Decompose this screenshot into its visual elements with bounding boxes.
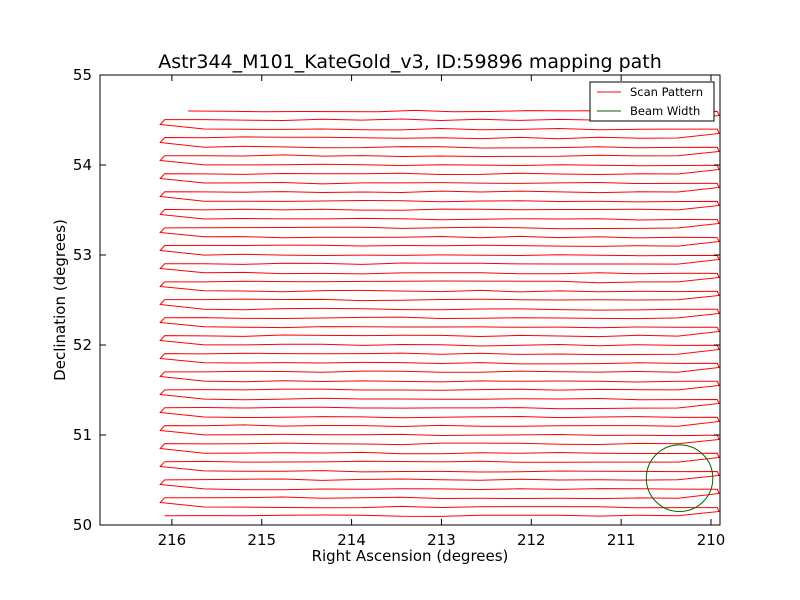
beam-width-circle [645,444,714,513]
y-tick-label: 55 [73,66,92,84]
legend: Scan Pattern Beam Width [589,81,715,122]
legend-label-scan-pattern: Scan Pattern [630,85,703,99]
x-tick-label: 212 [517,531,546,549]
y-axis: 50 51 52 53 54 55 [73,66,720,534]
x-tick-label: 211 [607,531,636,549]
beam-width-series [645,444,714,513]
plot-area [159,109,720,517]
legend-label-beam-width: Beam Width [630,104,700,118]
x-tick-label: 210 [697,531,726,549]
y-tick-label: 53 [73,246,92,264]
y-tick-label: 51 [73,426,92,444]
scan-pattern-series [159,109,720,517]
x-tick-label: 215 [247,531,276,549]
y-tick-label: 52 [73,336,92,354]
y-axis-label: Declination (degrees) [51,219,69,381]
x-tick-label: 213 [427,531,456,549]
legend-box [589,81,715,122]
plot-frame [99,74,721,526]
x-axis: 216 215 214 213 212 211 210 [158,75,726,549]
scan-pattern-line [159,109,720,517]
x-tick-label: 216 [158,531,187,549]
y-tick-label: 50 [73,516,92,534]
x-tick-label: 214 [337,531,366,549]
x-axis-label: Right Ascension (degrees) [312,547,509,565]
y-tick-label: 54 [73,156,92,174]
chart-title: Astr344_M101_KateGold_v3, ID:59896 mappi… [158,51,662,73]
